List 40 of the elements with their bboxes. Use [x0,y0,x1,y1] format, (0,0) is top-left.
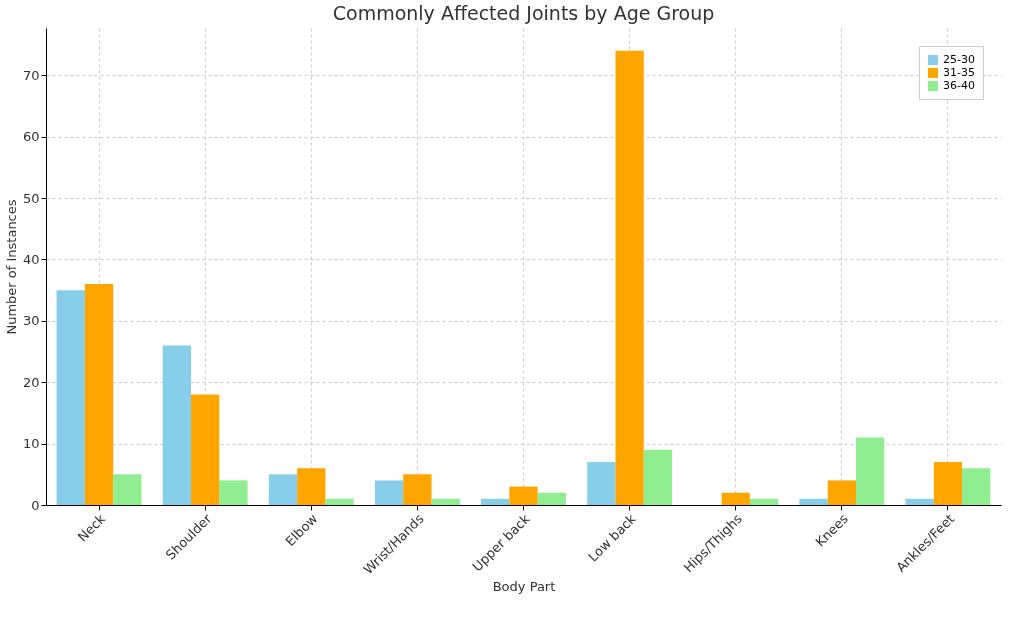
y-tick-label: 30 [22,313,40,329]
y-tick-label: 40 [22,251,40,267]
bar [268,474,298,505]
bar [749,498,779,505]
bar [537,492,566,505]
y-tick-label: 50 [22,190,40,206]
bar [799,498,828,505]
bar [643,449,673,505]
bar [219,480,248,505]
bar [855,437,885,505]
y-tick-label: 10 [22,436,40,452]
bar [587,462,616,505]
bar [374,480,404,505]
bar [297,468,326,505]
bar [905,498,934,505]
bar [162,345,192,505]
bar [509,486,538,505]
bar [431,498,460,505]
bar [615,50,644,505]
bar [827,480,856,505]
y-tick-label: 70 [22,67,40,83]
bar [721,492,750,505]
bar [403,474,432,505]
bar [113,474,142,505]
bar [191,394,220,505]
bar [962,468,991,505]
x-axis-title: Body Part [492,579,556,595]
legend-label: 25-30 [943,53,975,66]
y-tick-label: 60 [22,129,40,145]
y-tick-label: 20 [22,374,40,390]
bar [481,498,510,505]
legend-label: 31-35 [943,66,975,79]
bar [84,284,114,505]
y-tick-label: 0 [31,497,40,513]
bar [933,462,963,505]
chart-title: Commonly Affected Joints by Age Group [332,2,715,24]
bar [56,290,85,505]
legend-label: 36-40 [943,79,975,92]
y-axis-title: Number of Instances [3,199,19,335]
bar [325,498,354,505]
